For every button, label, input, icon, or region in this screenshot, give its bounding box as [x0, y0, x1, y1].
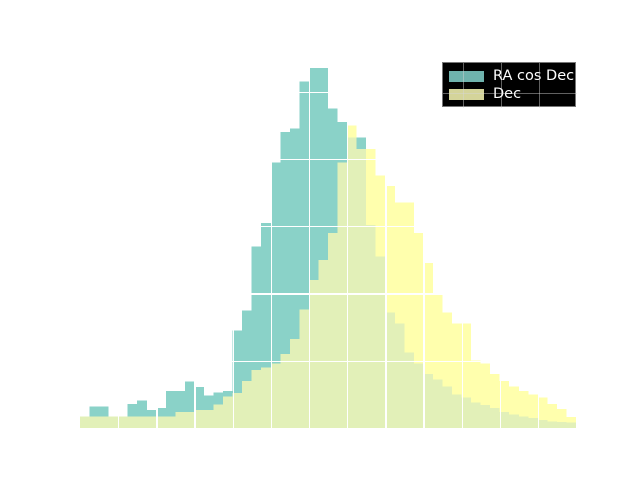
gridline-horizontal	[80, 91, 576, 93]
gridline-vertical	[347, 58, 349, 428]
legend[interactable]: RA cos Dec Dec	[442, 62, 577, 108]
legend-label-dec: Dec	[493, 86, 522, 102]
gridline-vertical	[270, 58, 273, 428]
gridline-vertical	[423, 58, 425, 428]
gridline-vertical	[156, 58, 158, 428]
gridline-vertical	[232, 58, 234, 428]
gridline-vertical	[194, 58, 196, 428]
plot-area	[80, 58, 576, 428]
gridline-vertical	[118, 58, 120, 428]
gridline-vertical	[308, 58, 311, 428]
gridline-horizontal	[80, 360, 576, 363]
histogram-bars	[80, 68, 576, 428]
gridline-vertical	[499, 58, 501, 428]
gridline-vertical	[537, 58, 540, 428]
gridline-vertical	[461, 58, 463, 428]
legend-label-ra-cos-dec: RA cos Dec	[493, 68, 575, 84]
legend-swatch-ra-cos-dec	[449, 70, 484, 82]
legend-entry-ra-cos-dec[interactable]: RA cos Dec	[449, 67, 574, 85]
gridline-horizontal	[80, 293, 576, 295]
gridline-horizontal	[80, 226, 576, 228]
legend-swatch-dec	[449, 88, 484, 100]
legend-entry-dec[interactable]: Dec	[449, 85, 569, 103]
gridline-vertical	[385, 58, 387, 428]
gridline-horizontal	[80, 158, 576, 161]
